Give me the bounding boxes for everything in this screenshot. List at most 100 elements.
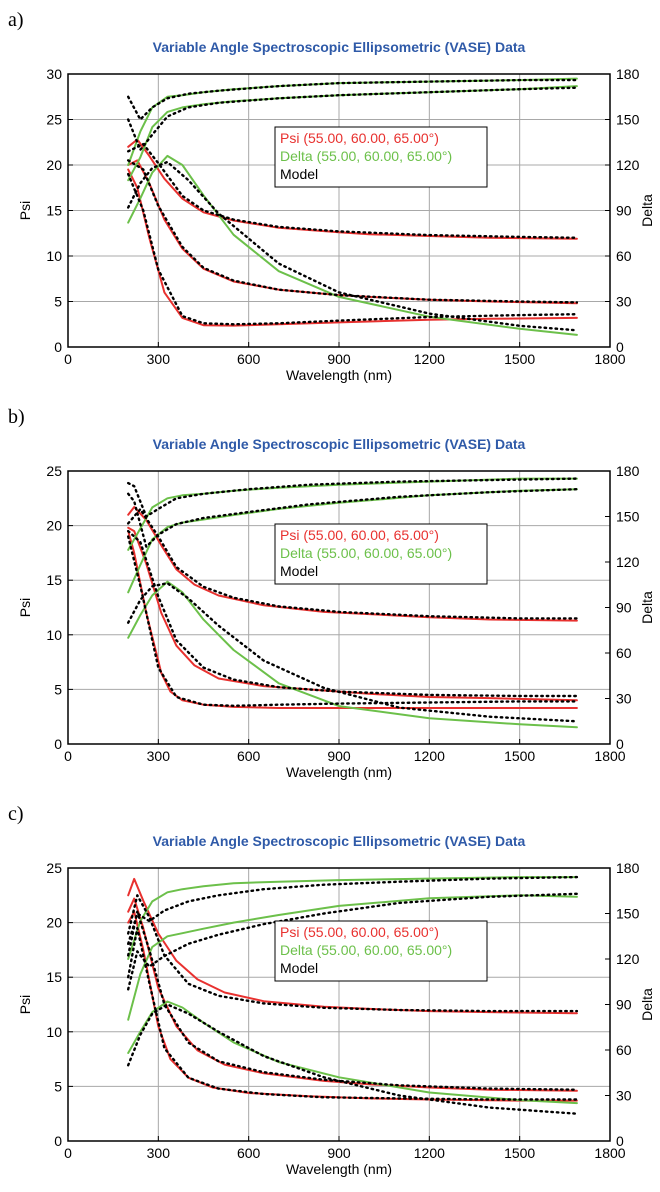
legend-entry: Psi (55.00, 60.00, 65.00°) — [280, 130, 439, 146]
y2-tick-label: 30 — [616, 1088, 632, 1104]
legend: Psi (55.00, 60.00, 65.00°) Delta (55.00, … — [274, 920, 488, 982]
y-tick-label: 10 — [46, 627, 62, 643]
y-tick-label: 5 — [54, 294, 62, 310]
panel-label: b) — [8, 406, 25, 428]
y2-tick-label: 150 — [616, 509, 640, 525]
y-axis-label: Psi — [17, 201, 33, 220]
y2-tick-label: 0 — [616, 339, 624, 355]
y2-tick-label: 30 — [616, 691, 632, 707]
chart-title: Variable Angle Spectroscopic Ellipsometr… — [153, 436, 526, 452]
x-tick-label: 1500 — [504, 351, 535, 367]
x-tick-label: 900 — [327, 351, 351, 367]
legend-entry: Psi (55.00, 60.00, 65.00°) — [280, 924, 439, 940]
y-tick-label: 30 — [46, 66, 62, 82]
legend-entry: Delta (55.00, 60.00, 65.00°) — [280, 545, 452, 561]
x-tick-label: 1200 — [414, 748, 445, 764]
model-series-line — [126, 926, 579, 1101]
y-tick-label: 10 — [46, 248, 62, 264]
model-series-line — [126, 582, 579, 723]
model-series-line — [126, 86, 579, 151]
chart-title: Variable Angle Spectroscopic Ellipsometr… — [153, 39, 526, 55]
model-series-line — [126, 488, 579, 548]
y2-tick-label: 120 — [616, 554, 640, 570]
y2-tick-label: 30 — [616, 294, 632, 310]
y-tick-label: 20 — [46, 157, 62, 173]
x-axis-label: Wavelength (nm) — [286, 764, 392, 780]
model-series-line — [126, 535, 579, 707]
model-series-line — [126, 159, 579, 304]
x-tick-label: 0 — [64, 351, 72, 367]
model-series-line — [126, 529, 579, 698]
chart-title: Variable Angle Spectroscopic Ellipsometr… — [153, 833, 526, 849]
y-tick-label: 25 — [46, 112, 62, 128]
x-tick-label: 0 — [64, 748, 72, 764]
y2-tick-label: 60 — [616, 248, 632, 264]
delta-series-line — [127, 876, 578, 960]
y-axis-label: Psi — [17, 995, 33, 1014]
model-series-line — [126, 142, 579, 239]
y2-tick-label: 60 — [616, 1042, 632, 1058]
x-tick-label: 900 — [327, 1145, 351, 1161]
x-tick-label: 600 — [237, 1145, 261, 1161]
x-tick-label: 300 — [147, 748, 171, 764]
legend-box — [274, 523, 488, 585]
y-tick-label: 0 — [54, 1133, 62, 1149]
y2-tick-label: 150 — [616, 906, 640, 922]
x-axis-label: Wavelength (nm) — [286, 367, 392, 383]
x-tick-label: 1800 — [594, 748, 625, 764]
model-series-line — [126, 160, 579, 332]
x-axis-label: Wavelength (nm) — [286, 1161, 392, 1177]
y2-tick-label: 180 — [616, 463, 640, 479]
legend-box — [274, 126, 488, 188]
x-tick-label: 1200 — [414, 1145, 445, 1161]
y-tick-label: 25 — [46, 860, 62, 876]
y-tick-label: 20 — [46, 915, 62, 931]
x-tick-label: 600 — [237, 748, 261, 764]
legend-entry: Model — [280, 166, 318, 182]
model-series-line — [126, 892, 579, 991]
y-tick-label: 5 — [54, 681, 62, 697]
y2-tick-label: 0 — [616, 736, 624, 752]
x-tick-label: 600 — [237, 351, 261, 367]
psi-series-line — [127, 506, 578, 622]
y-tick-label: 25 — [46, 463, 62, 479]
y-tick-label: 15 — [46, 969, 62, 985]
y2-tick-label: 120 — [616, 951, 640, 967]
y2-tick-label: 90 — [616, 997, 632, 1013]
y2-tick-label: 90 — [616, 203, 632, 219]
y-tick-label: 15 — [46, 203, 62, 219]
legend-entry: Delta (55.00, 60.00, 65.00°) — [280, 148, 452, 164]
x-tick-label: 900 — [327, 748, 351, 764]
y2-tick-label: 180 — [616, 66, 640, 82]
x-tick-label: 1800 — [594, 351, 625, 367]
legend-box — [274, 920, 488, 982]
x-tick-label: 1200 — [414, 351, 445, 367]
x-tick-label: 1500 — [504, 1145, 535, 1161]
model-series-line — [126, 172, 579, 326]
legend-entry: Model — [280, 960, 318, 976]
x-tick-label: 300 — [147, 1145, 171, 1161]
delta-series-line — [127, 894, 578, 1021]
y-tick-label: 5 — [54, 1078, 62, 1094]
y-tick-label: 20 — [46, 518, 62, 534]
y-tick-label: 0 — [54, 736, 62, 752]
legend-entry: Delta (55.00, 60.00, 65.00°) — [280, 942, 452, 958]
panel-label: c) — [8, 803, 24, 825]
x-tick-label: 1500 — [504, 748, 535, 764]
x-tick-label: 300 — [147, 351, 171, 367]
x-tick-label: 0 — [64, 1145, 72, 1161]
y2-tick-label: 0 — [616, 1133, 624, 1149]
model-series-line — [126, 875, 579, 945]
y2-axis-label: Delta — [639, 194, 655, 227]
y2-axis-label: Delta — [639, 591, 655, 624]
y-tick-label: 15 — [46, 572, 62, 588]
delta-series-line — [127, 580, 578, 729]
model-series-line — [126, 910, 579, 1091]
y2-tick-label: 150 — [616, 112, 640, 128]
y2-tick-label: 90 — [616, 600, 632, 616]
legend-entry: Model — [280, 563, 318, 579]
y-axis-label: Psi — [17, 598, 33, 617]
legend-entry: Psi (55.00, 60.00, 65.00°) — [280, 527, 439, 543]
chart-panel-c: c) Variable Angle Spectroscopic Ellipsome… — [8, 803, 655, 1177]
